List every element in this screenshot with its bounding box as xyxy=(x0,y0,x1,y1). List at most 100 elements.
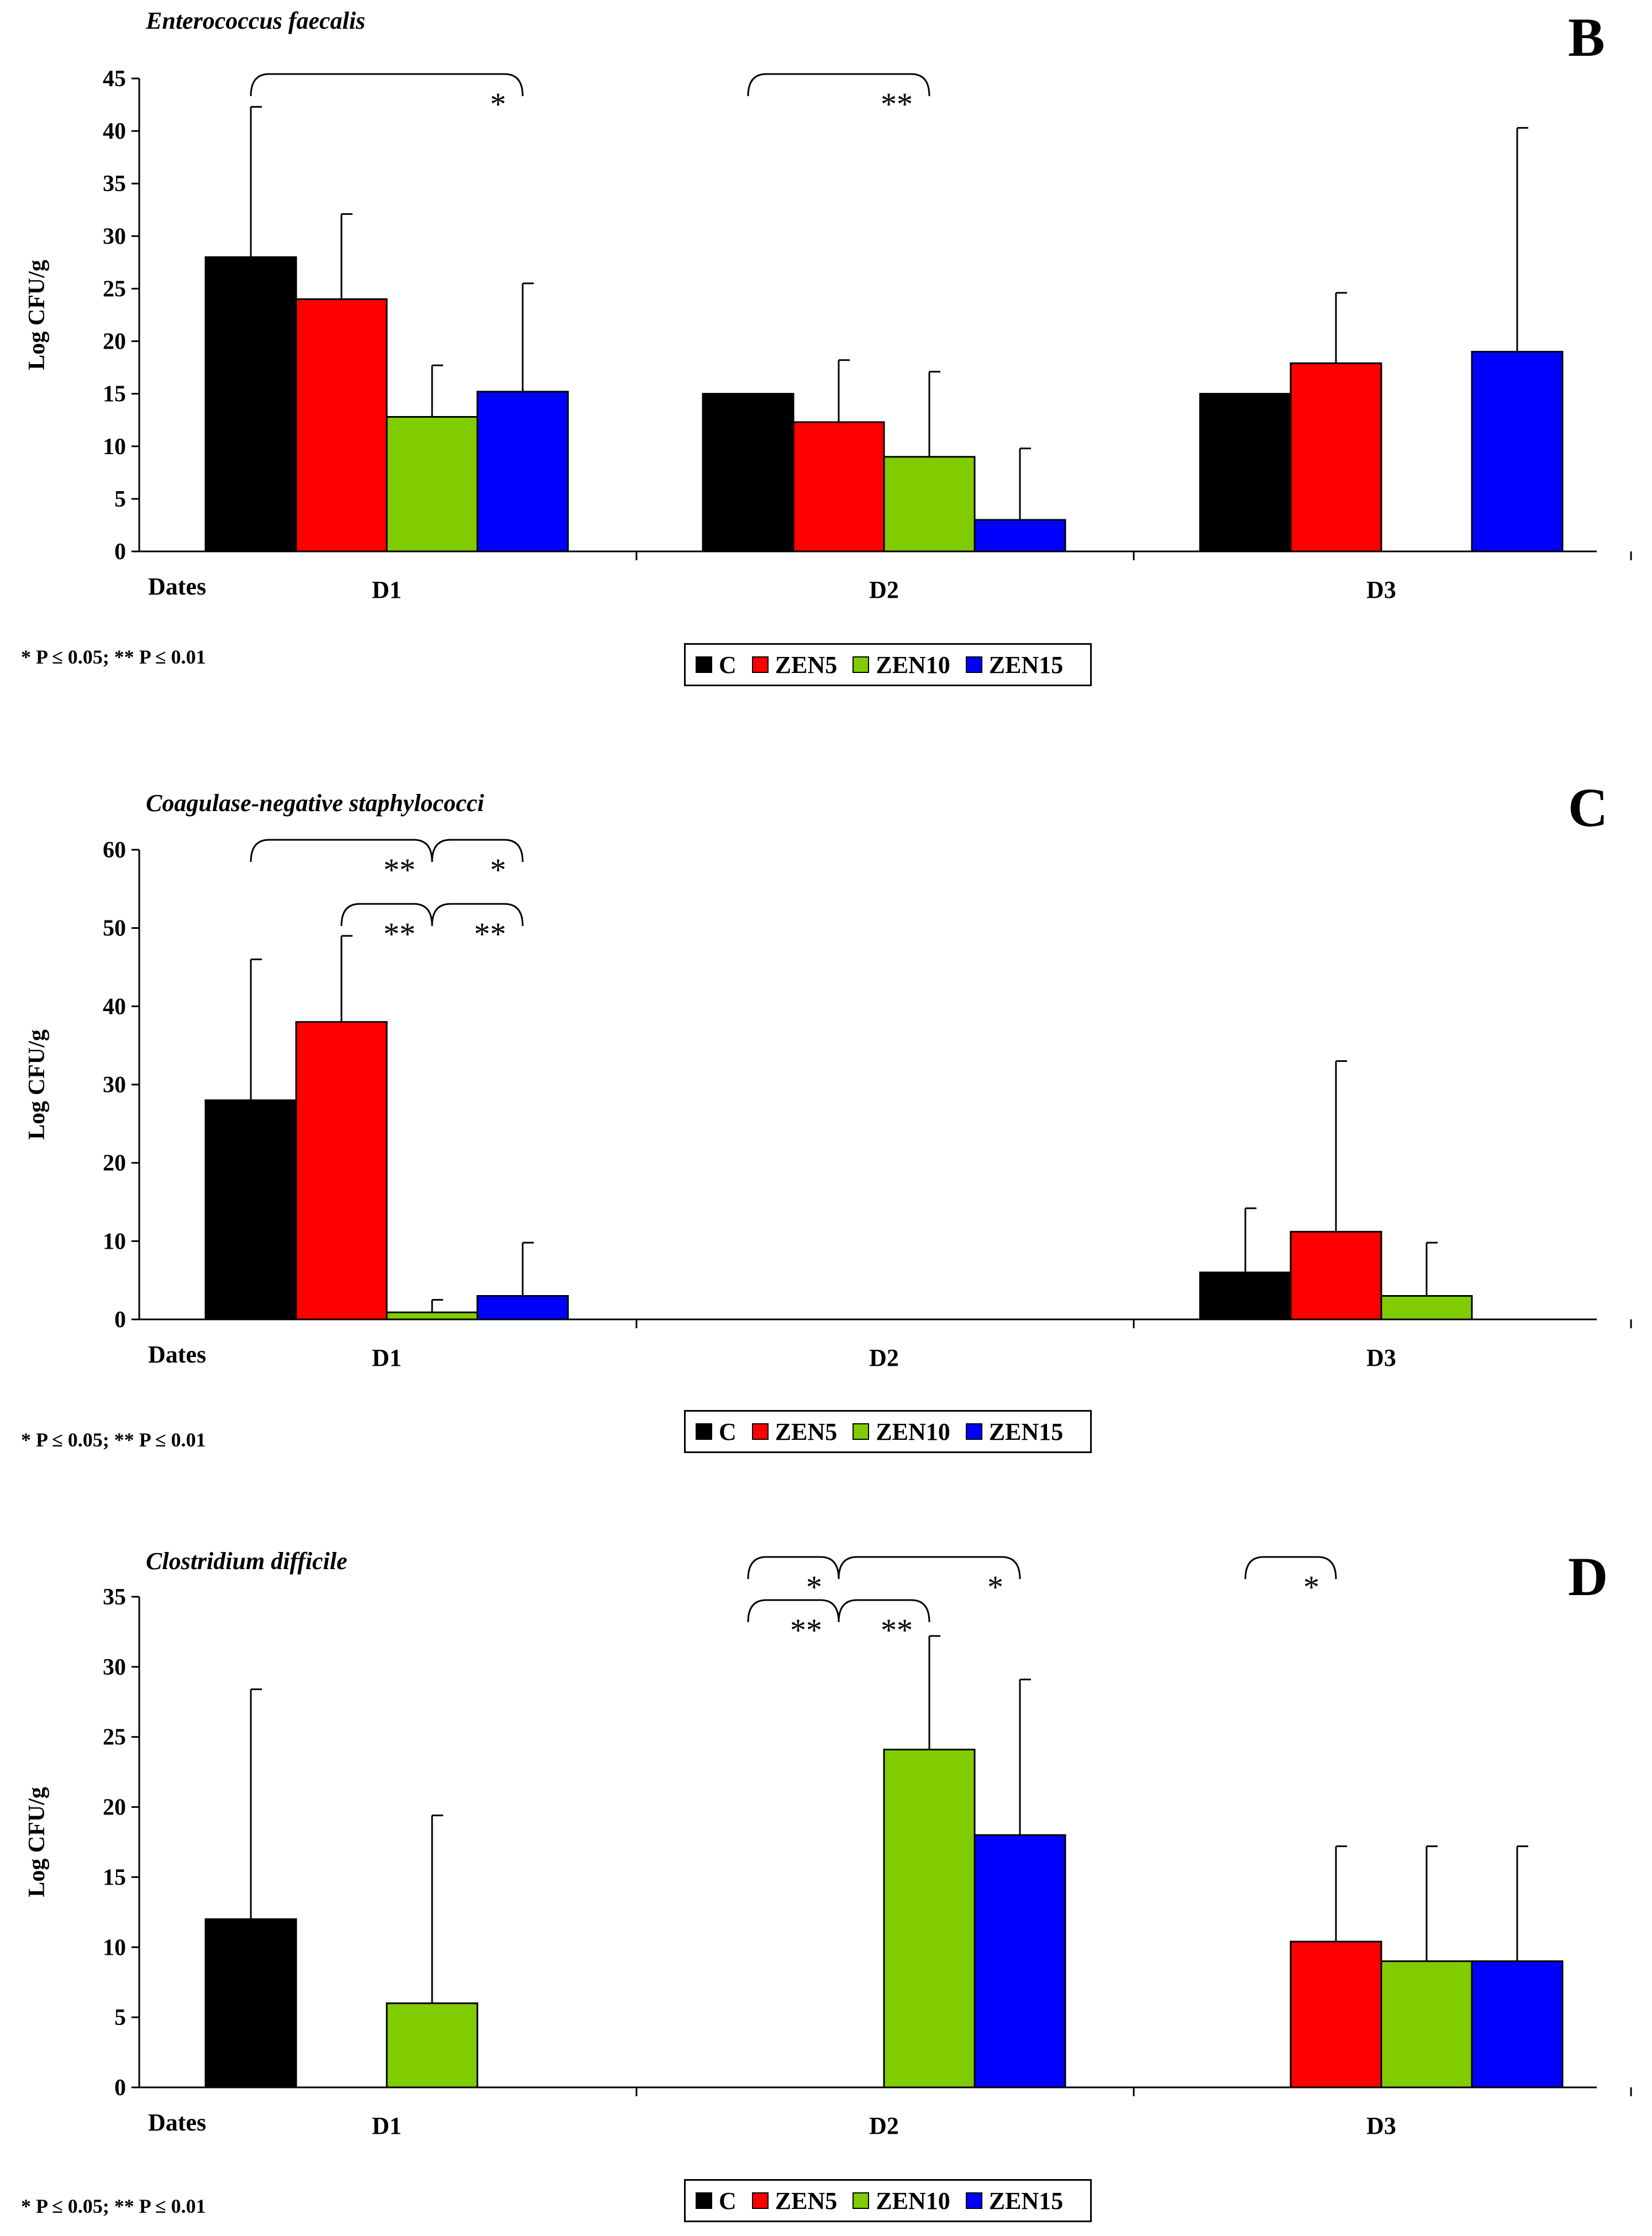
y-axis-label: Log CFU/g xyxy=(24,1029,50,1140)
bar-zen5-d1 xyxy=(295,1021,388,1320)
significance-label: * xyxy=(806,1569,822,1605)
x-axis-label: Dates xyxy=(148,1341,206,1368)
bar-zen10-d1 xyxy=(386,2002,478,2088)
y-tick-label: 30 xyxy=(103,1655,126,1680)
panel-b-footnote: * P ≤ 0.05; ** P ≤ 0.01 xyxy=(21,646,206,668)
bar-zen15-d3 xyxy=(1471,1960,1564,2088)
legend-swatch-c xyxy=(696,656,712,673)
x-axis-label: Dates xyxy=(148,2109,206,2136)
significance-bracket xyxy=(747,73,930,97)
legend-swatch-zen15 xyxy=(965,656,982,673)
panel-c-letter: C xyxy=(1568,777,1608,838)
significance-bracket xyxy=(747,1556,840,1580)
panel-c-legend: C ZEN5 ZEN10 ZEN15 xyxy=(684,1410,1092,1453)
significance-bracket xyxy=(747,1599,840,1623)
legend-item-zen10: ZEN10 xyxy=(853,651,950,679)
bar-c-d1 xyxy=(204,1918,297,2088)
bar-zen5-d3 xyxy=(1290,362,1382,553)
y-tick-label: 40 xyxy=(103,994,126,1019)
bar-zen15-d2 xyxy=(974,519,1066,553)
y-tick-label: 30 xyxy=(103,1072,126,1098)
legend-swatch-zen5 xyxy=(751,1423,769,1440)
x-category-label-d2: D2 xyxy=(869,2112,899,2139)
legend-swatch-zen15 xyxy=(965,1423,982,1440)
significance-label: ** xyxy=(383,916,415,952)
legend-label-c: C xyxy=(719,2187,736,2214)
bar-c-d2 xyxy=(702,393,795,553)
legend-label-zen15: ZEN15 xyxy=(988,651,1064,678)
bar-c-d3 xyxy=(1199,1271,1292,1320)
x-category-label-d3: D3 xyxy=(1366,1344,1396,1371)
y-tick-label: 35 xyxy=(103,171,126,197)
significance-bracket xyxy=(431,903,524,927)
significance-label: * xyxy=(490,852,506,888)
panel-d-letter: D xyxy=(1568,1546,1608,1607)
y-tick-label: 25 xyxy=(103,276,126,302)
legend-label-c: C xyxy=(719,1418,736,1445)
legend-swatch-c xyxy=(696,1423,712,1440)
legend-item-zen5: ZEN5 xyxy=(751,651,838,679)
x-category-label-d2: D2 xyxy=(869,576,899,603)
y-tick-label: 10 xyxy=(103,1935,126,1960)
legend-item-c: C xyxy=(696,651,736,679)
y-tick-label: 60 xyxy=(103,838,126,863)
legend-item-zen15: ZEN15 xyxy=(965,651,1064,679)
bar-zen15-d1 xyxy=(476,391,569,553)
bar-zen15-d2 xyxy=(974,1834,1066,2088)
significance-label: * xyxy=(490,86,506,122)
bar-zen5-d1 xyxy=(295,298,388,553)
significance-label: * xyxy=(1303,1569,1319,1605)
y-tick-label: 10 xyxy=(103,434,126,460)
bar-c-d1 xyxy=(204,256,297,553)
y-tick-label: 5 xyxy=(114,487,126,512)
x-category-label-d3: D3 xyxy=(1366,2112,1396,2139)
bar-zen15-d1 xyxy=(476,1295,569,1320)
x-category-label-d2: D2 xyxy=(869,1344,899,1371)
legend-label-zen5: ZEN5 xyxy=(775,651,838,678)
legend-item-zen10: ZEN10 xyxy=(853,1418,950,1446)
significance-label: ** xyxy=(881,86,913,122)
bar-zen5-d2 xyxy=(792,421,885,553)
bar-zen10-d3 xyxy=(1380,1295,1473,1320)
legend-label-zen5: ZEN5 xyxy=(775,2187,838,2214)
significance-label: ** xyxy=(881,1612,913,1648)
panel-b-legend: C ZEN5 ZEN10 ZEN15 xyxy=(684,643,1092,686)
legend-label-zen10: ZEN10 xyxy=(876,2187,950,2214)
significance-bracket xyxy=(838,1599,930,1623)
significance-bracket xyxy=(431,839,524,862)
y-tick-label: 20 xyxy=(103,329,126,355)
panel-b-letter: B xyxy=(1568,7,1605,68)
y-tick-label: 35 xyxy=(103,1585,126,1610)
bar-zen15-d3 xyxy=(1471,351,1564,553)
legend-item-zen15: ZEN15 xyxy=(965,1418,1064,1446)
bar-zen10-d2 xyxy=(883,1749,976,2088)
bar-c-d1 xyxy=(204,1099,297,1320)
y-tick-label: 45 xyxy=(103,66,126,92)
legend-label-zen10: ZEN10 xyxy=(876,1418,950,1445)
legend-label-zen5: ZEN5 xyxy=(775,1418,838,1445)
y-tick-label: 40 xyxy=(103,119,126,144)
panel-d-title: Clostridium difficile xyxy=(146,1548,348,1575)
panel-d-legend: C ZEN5 ZEN10 ZEN15 xyxy=(684,2179,1092,2222)
legend-swatch-zen10 xyxy=(853,1423,870,1440)
legend-item-zen5: ZEN5 xyxy=(751,2187,838,2215)
significance-bracket xyxy=(250,839,433,862)
legend-label-c: C xyxy=(719,651,736,678)
panel-b-title: Enterococcus faecalis xyxy=(146,7,366,34)
legend-item-c: C xyxy=(696,2187,736,2215)
legend-label-zen15: ZEN15 xyxy=(988,1418,1064,1445)
x-category-label-d3: D3 xyxy=(1366,576,1396,603)
significance-bracket xyxy=(340,903,433,927)
y-tick-label: 20 xyxy=(103,1151,126,1176)
legend-swatch-zen5 xyxy=(751,2192,769,2209)
legend-item-c: C xyxy=(696,1418,736,1446)
x-category-label-d1: D1 xyxy=(372,1344,402,1371)
y-axis-label: Log CFU/g xyxy=(24,1787,50,1897)
significance-label: ** xyxy=(790,1612,822,1648)
bar-zen5-d3 xyxy=(1290,1230,1382,1320)
y-tick-label: 10 xyxy=(103,1229,126,1254)
legend-item-zen15: ZEN15 xyxy=(965,2187,1063,2215)
